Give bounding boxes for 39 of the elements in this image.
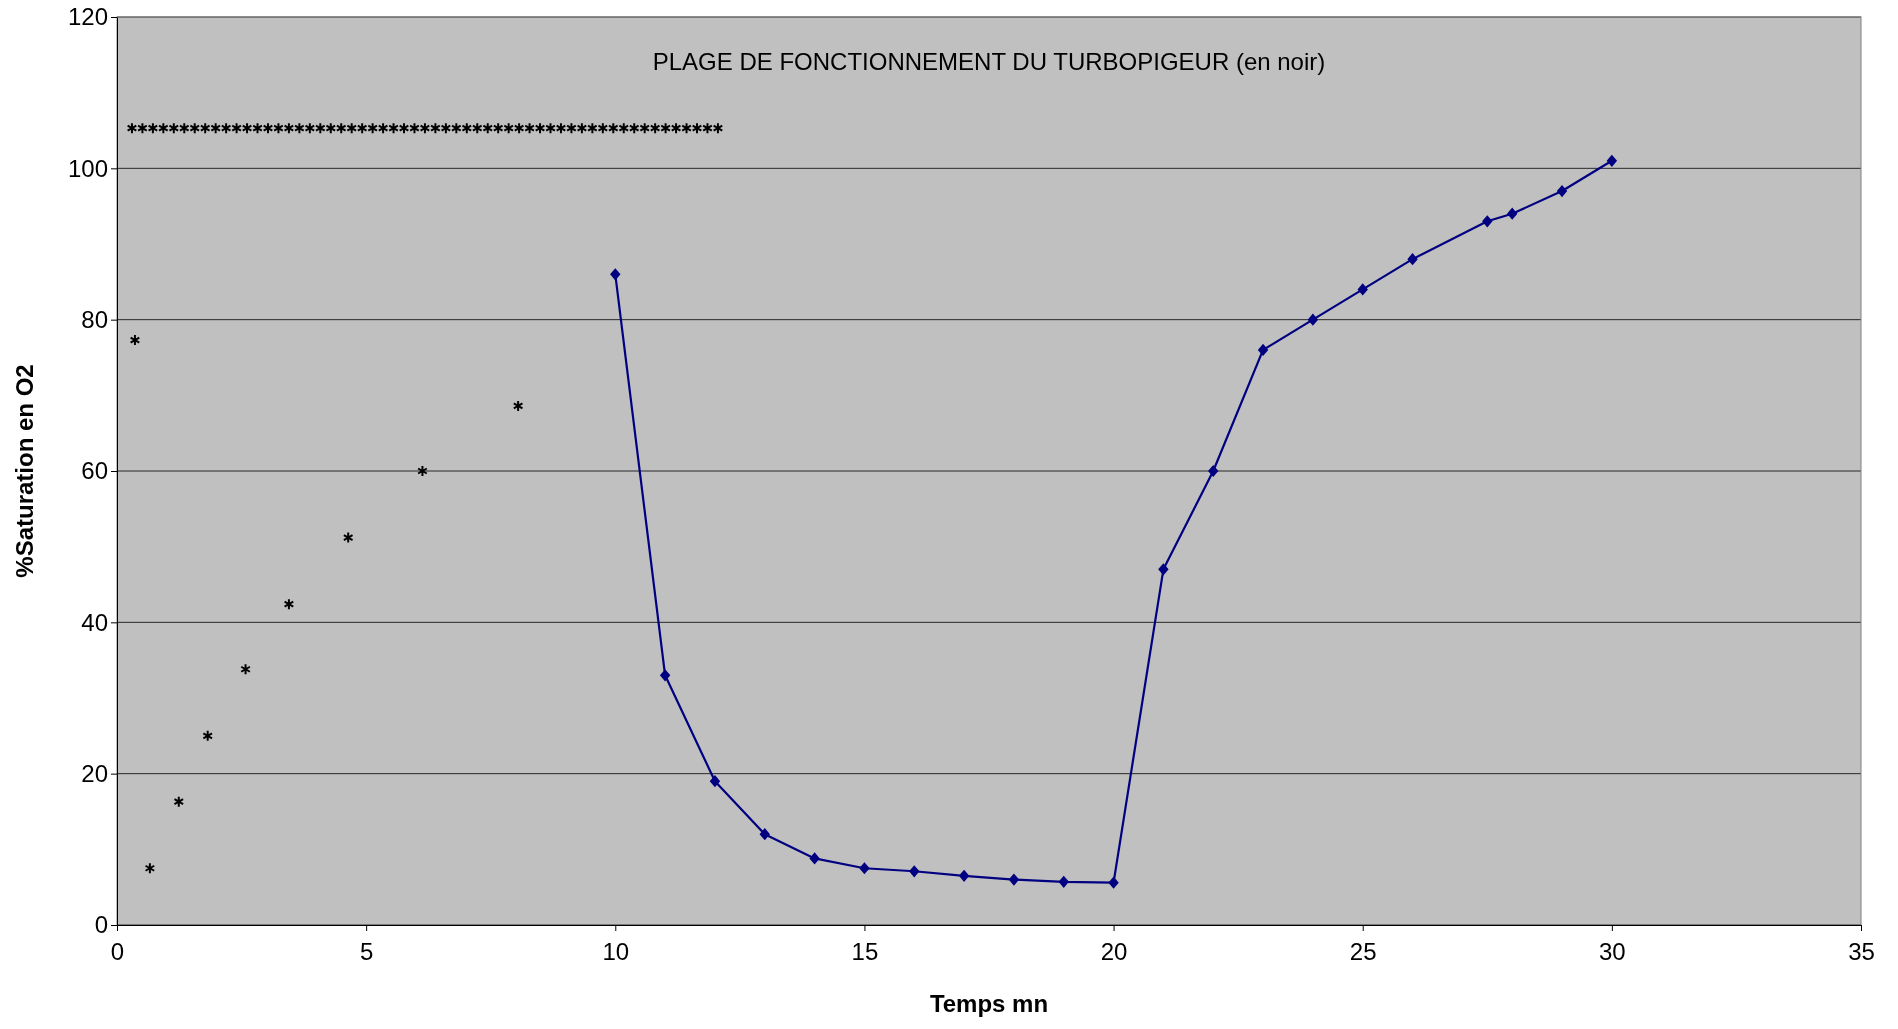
- point: [1357, 283, 1368, 296]
- y-tick-label: 20: [81, 759, 108, 787]
- x-tick-label: 10: [602, 938, 630, 966]
- text: PLAGE DE FONCTIONNEMENT DU TURBOPIGEUR (en noir): [652, 48, 1326, 75]
- y-tick-label: 40: [81, 608, 108, 636]
- point: [1108, 876, 1119, 889]
- point: [1008, 873, 1020, 886]
- x-tick-label: 20: [1100, 938, 1128, 966]
- point: [958, 869, 970, 882]
- x-tick-label: 15: [851, 938, 879, 966]
- point: [709, 775, 721, 788]
- point: [1407, 253, 1418, 266]
- y-tick-label: 0: [94, 911, 108, 939]
- y-axis-title: %Saturation en O2: [11, 364, 38, 578]
- x-tick-label: 35: [1848, 938, 1875, 966]
- point: [1158, 563, 1169, 576]
- x-axis-title: Temps mn: [929, 990, 1049, 1017]
- x-tick-label: 0: [110, 938, 125, 966]
- point: [1482, 215, 1493, 228]
- point: [909, 865, 920, 878]
- point: [1606, 154, 1618, 167]
- point: [659, 669, 671, 682]
- point: [859, 862, 870, 875]
- y-tick-label: 60: [81, 457, 108, 485]
- y-tick-label: 100: [67, 154, 108, 182]
- point: [1556, 184, 1568, 198]
- x-tick-label: 25: [1349, 938, 1377, 966]
- point: [1506, 207, 1518, 220]
- point: [1058, 875, 1069, 888]
- point: [1208, 464, 1219, 478]
- point: [610, 268, 621, 281]
- y-tick-label: 120: [67, 3, 108, 31]
- point: [759, 828, 770, 841]
- x-tick-label: 30: [1599, 938, 1626, 966]
- y-tick-label: 80: [81, 305, 108, 333]
- x-tick-label: 5: [359, 938, 374, 966]
- point: [1257, 343, 1269, 357]
- point: [1307, 313, 1319, 326]
- point: [809, 852, 820, 865]
